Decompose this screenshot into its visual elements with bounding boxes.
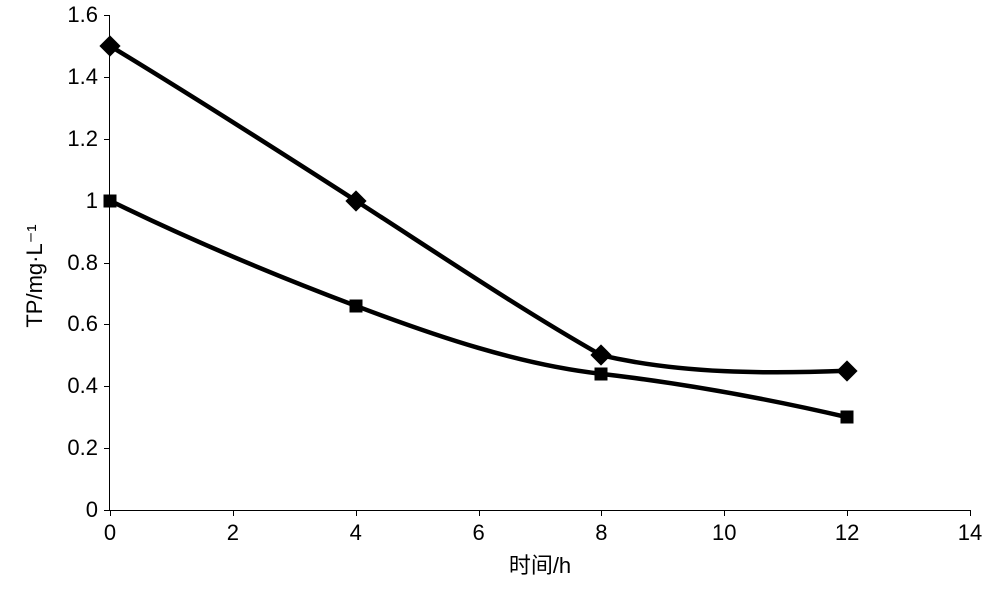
x-tick — [356, 510, 357, 516]
x-tick-label: 12 — [835, 520, 859, 546]
y-tick — [104, 448, 110, 449]
x-tick — [847, 510, 848, 516]
yaxis-title: TP/mg·L⁻¹ — [22, 224, 48, 327]
y-tick-label: 1 — [86, 188, 98, 214]
x-axis-line — [110, 510, 970, 511]
y-tick — [104, 324, 110, 325]
marker-series-b — [595, 367, 608, 380]
y-tick — [104, 510, 110, 511]
plot-area — [110, 15, 970, 510]
y-tick-label: 1.2 — [67, 126, 98, 152]
x-tick — [479, 510, 480, 516]
y-tick — [104, 386, 110, 387]
y-tick-label: 0.4 — [67, 373, 98, 399]
x-tick-label: 6 — [472, 520, 484, 546]
x-tick-label: 14 — [958, 520, 982, 546]
y-tick — [104, 139, 110, 140]
marker-series-b — [104, 194, 117, 207]
x-tick-label: 8 — [595, 520, 607, 546]
x-tick — [970, 510, 971, 516]
y-tick-label: 0.8 — [67, 250, 98, 276]
x-tick — [233, 510, 234, 516]
x-tick — [601, 510, 602, 516]
chart-container: 时间/h TP/mg·L⁻¹ 0 2 4 6 8 10 12 14 0 0.2 0.4 0.6 0.8 1… — [0, 0, 1000, 595]
y-tick-label: 0.6 — [67, 311, 98, 337]
x-tick-label: 2 — [227, 520, 239, 546]
y-tick-label: 0 — [86, 497, 98, 523]
y-tick-label: 1.6 — [67, 2, 98, 28]
y-tick — [104, 263, 110, 264]
y-tick — [104, 15, 110, 16]
xaxis-title: 时间/h — [509, 548, 571, 580]
x-tick-label: 4 — [350, 520, 362, 546]
y-tick — [104, 77, 110, 78]
marker-series-b — [349, 299, 362, 312]
x-tick — [110, 510, 111, 516]
marker-series-b — [841, 411, 854, 424]
x-tick — [724, 510, 725, 516]
y-tick-label: 0.2 — [67, 435, 98, 461]
x-tick-label: 10 — [712, 520, 736, 546]
x-tick-label: 0 — [104, 520, 116, 546]
y-tick-label: 1.4 — [67, 64, 98, 90]
